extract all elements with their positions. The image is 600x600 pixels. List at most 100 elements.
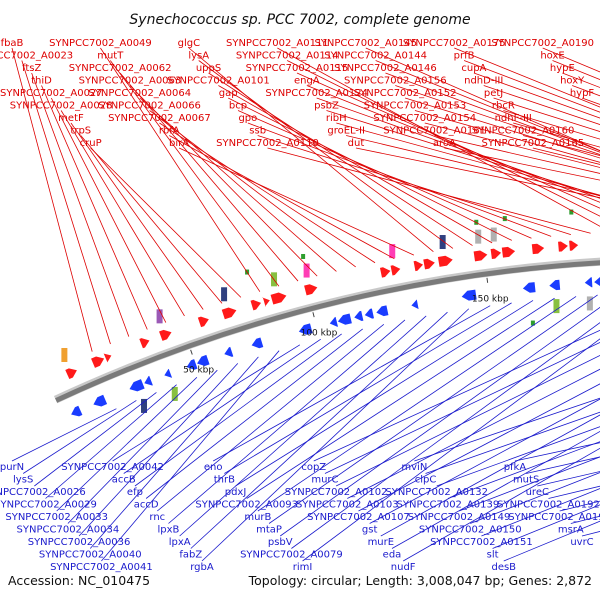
gene-label: birA <box>169 138 189 149</box>
label-leader-line <box>424 122 600 168</box>
label-leader-line <box>473 72 600 119</box>
gene-label: SYNPCC7002_A0192 <box>497 500 600 511</box>
label-leader-line <box>22 400 137 474</box>
scale-tick-label: 50 kbp <box>183 365 214 375</box>
label-leader-line <box>268 294 598 524</box>
label-leader-line <box>463 60 600 113</box>
label-leader-line <box>139 97 337 272</box>
label-leader-line <box>218 85 493 244</box>
forward-strand-layer <box>65 240 579 380</box>
gene-label: SYNPCC7002_A0124 <box>265 88 368 99</box>
label-leader-line <box>581 97 600 105</box>
label-leader-line <box>41 85 148 330</box>
gene-label: trpS <box>70 126 91 137</box>
label-leader-line <box>70 122 204 310</box>
gene-label: uvrC <box>570 537 593 548</box>
label-leader-line <box>402 447 600 562</box>
label-leader-line <box>267 147 591 234</box>
backbone-ring <box>55 260 600 403</box>
reverse-gene-arrow <box>522 282 536 293</box>
label-leader-line <box>444 147 600 181</box>
gene-label: SYNPCC7002_A0151 <box>430 537 533 548</box>
gene-label: SYNPCC7002_A0102 <box>285 487 388 498</box>
scale-tick-mark <box>486 277 489 283</box>
gene-label: SYNPCC7002_A0156 <box>344 76 447 87</box>
reverse-gene-arrow <box>329 316 338 327</box>
forward-label-layer: fbaBSYNPCC7002_A0023ftsZthiDSYNPCC7002_A… <box>0 38 600 352</box>
gene-label: pfkA <box>504 462 527 473</box>
reverse-gene-arrow <box>144 375 153 386</box>
gene-label: SYNPCC7002_A0026 <box>0 487 86 498</box>
gene-label: SYNPCC7002_A0150 <box>419 525 522 536</box>
reverse-gene-arrow <box>461 289 477 301</box>
cog-layer <box>61 209 593 413</box>
reverse-gene-arrow <box>364 308 375 319</box>
gene-label: SYNPCC7002_A0114 <box>236 51 339 62</box>
reverse-label-layer: purN lysSSYNPCC7002_A0026 SYNPCC7002_A0029… <box>0 294 600 573</box>
label-leader-line <box>434 135 600 174</box>
gene-label: SYNPCC7002_A0034 <box>17 525 120 536</box>
gene-label: SYNPCC7002_A0161 <box>383 126 486 137</box>
gene-label: mutS <box>513 475 539 486</box>
label-leader-line <box>112 344 301 462</box>
label-leader-line <box>159 122 376 264</box>
gene-label: SYNPCC7002_A0049 <box>49 38 152 49</box>
gene-label: eda <box>383 550 402 561</box>
gene-label: mtaP <box>256 525 282 536</box>
label-leader-line <box>134 333 342 487</box>
label-leader-line <box>123 338 321 474</box>
label-leader-line <box>198 60 454 249</box>
gene-label: groEL-II <box>327 126 365 137</box>
gene-label: hoxE <box>540 51 564 62</box>
label-leader-line <box>50 97 167 323</box>
label-leader-line <box>503 110 600 140</box>
gene-label: slt <box>487 550 499 561</box>
gene-label: SYNPCC7002_A0103 <box>296 500 399 511</box>
forward-gene-arrow <box>159 329 172 341</box>
forward-gene-arrow <box>473 250 488 262</box>
forward-gene-arrow <box>304 284 318 296</box>
label-leader-line <box>559 500 600 512</box>
label-leader-line <box>31 72 130 337</box>
gene-label: ribH <box>326 113 347 124</box>
forward-gene-arrow <box>103 353 112 363</box>
label-leader-line <box>414 110 600 163</box>
label-leader-line <box>369 398 600 524</box>
gene-label: ndhD-III <box>464 76 503 87</box>
gene-label: nudF <box>391 562 416 573</box>
gene-label: SYNPCC7002_A0062 <box>69 63 172 74</box>
gene-label: fabZ <box>179 550 202 561</box>
gene-label: bcp <box>229 101 247 112</box>
label-leader-line <box>178 147 415 256</box>
gene-label: SYNPCC7002_A0153 <box>364 101 467 112</box>
gene-label: SYNPCC7002_A0165 <box>482 138 585 149</box>
label-leader-line <box>395 85 600 156</box>
gene-label: SYNPCC7002_A0067 <box>108 113 211 124</box>
gene-label: pdxJ <box>225 487 247 498</box>
label-leader-line <box>224 302 512 474</box>
label-leader-line <box>80 135 223 304</box>
backbone-layer <box>53 257 600 404</box>
gene-label: accD <box>134 500 159 511</box>
gene-label: efp <box>127 487 143 498</box>
gene-label: SYNPCC7002_A0036 <box>28 537 131 548</box>
label-leader-line <box>11 408 117 462</box>
gene-label: desB <box>491 562 516 573</box>
gene-label: SYNPCC7002_A0111 <box>226 38 329 49</box>
label-leader-line <box>34 392 157 487</box>
gene-label: SYNPCC7002_A0107 <box>307 512 410 523</box>
label-leader-line <box>45 384 177 499</box>
cog-category-block <box>475 229 482 244</box>
forward-gene-arrow <box>262 297 270 307</box>
gene-label: lpxB <box>158 525 180 536</box>
label-leader-line <box>280 306 600 537</box>
gene-label: SYNPCC7002_A0040 <box>39 550 142 561</box>
cog-category-block <box>141 398 148 413</box>
cog-category-block <box>553 299 560 314</box>
gene-label: eno <box>204 462 223 473</box>
gene-label: SYNPCC7002_A0160 <box>472 126 575 137</box>
label-leader-line <box>235 300 534 487</box>
label-leader-line <box>302 338 600 562</box>
label-leader-line <box>149 110 356 268</box>
reverse-gene-arrow <box>164 368 173 378</box>
